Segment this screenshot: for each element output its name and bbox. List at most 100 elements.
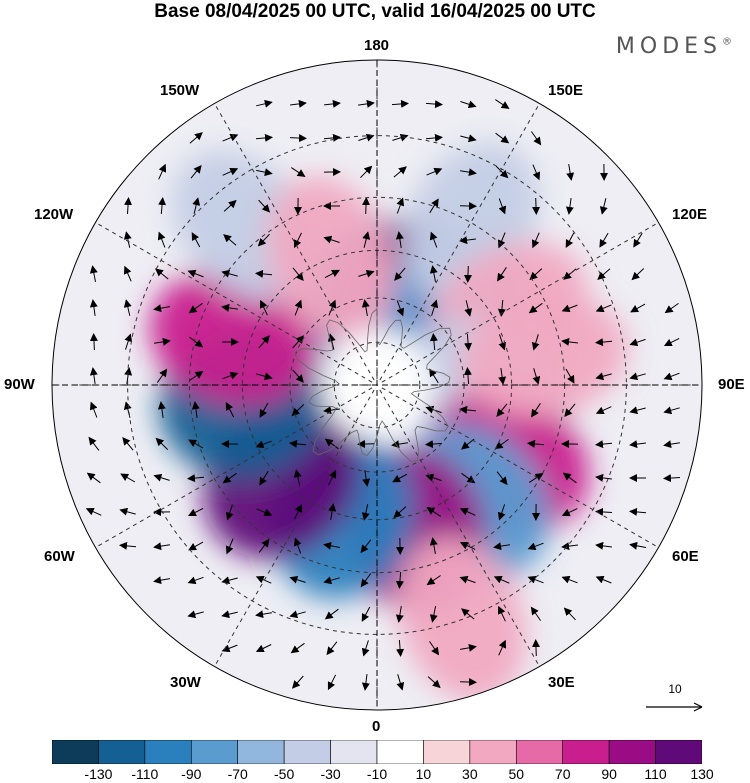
wind-arrow <box>531 639 540 657</box>
wind-arrow <box>225 538 234 555</box>
chart-title: Base 08/04/2025 00 UTC, valid 16/04/2025… <box>154 1 596 22</box>
wind-arrow <box>187 474 205 483</box>
wind-arrow <box>496 403 508 417</box>
wind-arrow <box>395 606 404 623</box>
reference-vector-label: 10 <box>668 682 682 696</box>
wind-arrow <box>327 469 337 486</box>
wind-arrow <box>323 541 340 550</box>
wind-arrow <box>221 610 238 619</box>
wind-arrow <box>360 573 372 588</box>
wind-arrow <box>425 100 443 109</box>
wind-arrow <box>629 372 646 381</box>
meridian-line <box>214 103 375 381</box>
wind-arrow <box>362 470 371 487</box>
coastline <box>294 307 452 462</box>
wind-arrow <box>561 337 578 346</box>
graticule <box>52 60 702 710</box>
wind-arrow <box>629 541 646 550</box>
wind-arrow <box>188 302 203 314</box>
wind-arrow <box>566 164 575 181</box>
lon-label-60w: 60W <box>44 548 75 565</box>
wind-arrow <box>189 132 203 144</box>
wind-arrow <box>221 644 238 653</box>
wind-arrow <box>324 99 341 108</box>
wind-arrow <box>597 268 611 280</box>
wind-arrow <box>223 199 237 212</box>
colorbar-tick-label: 50 <box>508 766 525 782</box>
wind-arrow <box>429 265 438 282</box>
wind-arrow <box>362 197 371 215</box>
wind-arrow <box>429 606 438 623</box>
wind-arrow <box>561 542 578 551</box>
wind-arrow <box>153 304 170 313</box>
wind-arrow <box>259 470 269 486</box>
polar-map <box>51 59 703 711</box>
wind-arrow <box>460 134 477 143</box>
wind-arrow <box>664 302 679 314</box>
wind-arrow <box>156 368 168 383</box>
wind-arrow <box>89 333 98 351</box>
lon-label-0: 0 <box>372 718 381 735</box>
wind-arrow <box>528 302 543 314</box>
wind-arrow <box>256 508 273 517</box>
wind-arrow <box>530 606 542 621</box>
wind-arrow <box>124 197 133 215</box>
wind-arrow <box>532 368 541 385</box>
wind-arrow <box>498 198 507 215</box>
colorbar-swatch <box>655 740 702 764</box>
wind-arrow <box>289 610 306 619</box>
wind-arrow <box>191 401 200 418</box>
lon-label-120e: 120E <box>672 206 708 223</box>
wind-arrow <box>459 575 476 584</box>
wind-arrow <box>256 99 273 108</box>
colorbar-swatch <box>98 740 146 764</box>
wind-arrow <box>396 639 405 657</box>
wind-arrow <box>259 299 268 316</box>
wind-arrow <box>89 265 98 282</box>
wind-arrow <box>429 333 438 351</box>
wind-arrow <box>460 168 477 177</box>
wind-arrow <box>425 473 442 482</box>
wind-arrow <box>531 403 541 418</box>
wind-arrow <box>631 268 645 281</box>
wind-arrow <box>187 576 204 585</box>
coastlines <box>294 307 452 462</box>
colorbar-swatch <box>283 740 331 764</box>
wind-arrow <box>396 300 405 317</box>
wind-arrow <box>595 406 612 415</box>
wind-arrow <box>461 438 475 450</box>
wind-arrow <box>426 507 441 517</box>
colorbar-tick-label: 90 <box>601 766 617 782</box>
wind-arrow <box>361 674 370 691</box>
wind-arrow <box>358 99 375 108</box>
colorbar-swatch <box>376 740 424 764</box>
wind-arrow <box>292 267 304 281</box>
wind-arrow <box>530 131 542 146</box>
wind-arrow <box>292 675 304 689</box>
wind-arrow <box>392 473 408 483</box>
wind-arrow <box>361 640 370 657</box>
wind-arrow <box>497 232 506 249</box>
wind-arrow <box>496 471 508 486</box>
wind-arrow <box>255 440 272 449</box>
colorbar-tick-label: 110 <box>644 766 667 782</box>
wind-arrow <box>425 133 443 142</box>
wind-arrow <box>292 335 304 349</box>
wind-arrow <box>158 163 167 180</box>
wind-arrow <box>493 575 510 584</box>
wind-arrow <box>396 197 405 214</box>
wind-arrow <box>429 368 439 384</box>
wind-arrow <box>460 643 477 652</box>
meridian-line <box>95 387 373 548</box>
wind-arrow <box>393 166 407 178</box>
wind-arrow <box>257 233 270 247</box>
colorbar-tick-label: -50 <box>274 766 295 782</box>
wind-arrow <box>430 299 439 316</box>
wind-arrow <box>323 235 340 244</box>
colorbar-tick-label: 70 <box>554 766 571 782</box>
wind-arrow <box>361 606 371 622</box>
colorbar-swatch <box>423 740 471 764</box>
wind-arrow <box>358 133 375 142</box>
wind-arrow <box>255 610 272 619</box>
wind-arrow <box>119 507 136 516</box>
